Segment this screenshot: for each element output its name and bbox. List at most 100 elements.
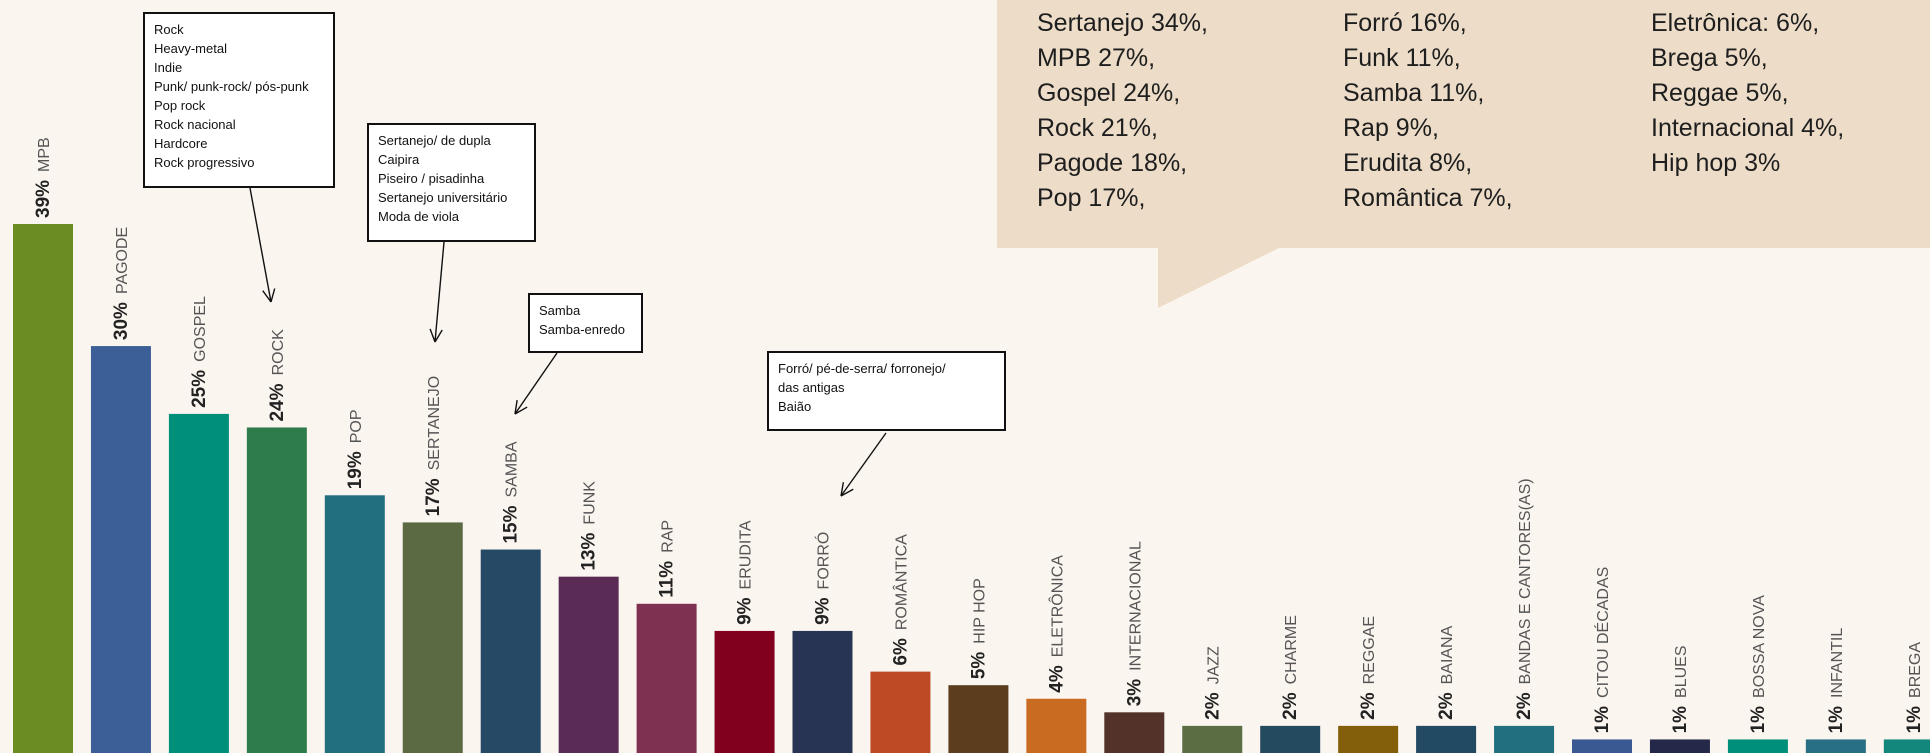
value-label: 15% — [501, 505, 522, 543]
callout-forro: Forró/ pé-de-serra/ forronejo/ das antig… — [767, 351, 1006, 431]
speech-line: Reggae 5%, — [1651, 79, 1789, 107]
value-label: 11% — [657, 561, 678, 598]
callout-line: Rock nacional — [154, 117, 236, 132]
callout-line: Samba — [539, 303, 581, 318]
bar-sertanejo — [402, 522, 463, 753]
category-label: ROCK — [270, 329, 287, 376]
bar-label: 2% JAZZ — [1202, 646, 1223, 720]
speech-line: Hip hop 3% — [1651, 149, 1781, 177]
callout-line: Indie — [154, 60, 183, 75]
category-label: JAZZ — [1205, 646, 1222, 684]
bar-label: 39% MPB — [33, 137, 54, 218]
bar-label: 24% ROCK — [267, 329, 288, 422]
callout-line: das antigas — [778, 380, 845, 395]
value-label: 9% — [813, 597, 834, 625]
value-label: 13% — [579, 533, 600, 571]
arrow-forro — [840, 432, 887, 497]
value-label: 1% — [1904, 706, 1925, 734]
speech-line: Funk 11%, — [1343, 44, 1461, 72]
bar-rock — [246, 427, 307, 753]
bar-citou-d-cadas — [1572, 739, 1632, 753]
bar-gospel — [168, 413, 229, 753]
bar-charme — [1260, 725, 1321, 753]
category-label: RAP — [660, 520, 677, 553]
bar-label: 19% POP — [345, 409, 366, 489]
category-label: POP — [348, 409, 365, 443]
value-label: 2% — [1280, 692, 1301, 720]
bar-label: 30% PAGODE — [111, 227, 132, 340]
bar-label: 9% ERUDITA — [735, 520, 756, 625]
bar-label: 5% HIP HOP — [968, 578, 989, 679]
category-label: PAGODE — [114, 227, 131, 294]
callout-line: Baião — [778, 399, 812, 414]
value-label: 5% — [968, 652, 989, 680]
value-label: 19% — [345, 451, 366, 489]
bar-funk — [558, 576, 619, 753]
category-label: ELETRÔNICA — [1047, 555, 1066, 658]
value-label: 39% — [33, 180, 54, 218]
callout-sertanejo: Sertanejo/ de dupla Caipira Piseiro / pi… — [367, 123, 536, 242]
category-label: INFANTIL — [1829, 628, 1846, 698]
speech-line: Brega 5%, — [1651, 44, 1768, 72]
arrow-sertanejo — [429, 241, 445, 343]
value-label: 2% — [1358, 692, 1379, 720]
speech-line: Rap 9%, — [1343, 114, 1439, 142]
category-label: ERUDITA — [738, 520, 755, 589]
value-label: 6% — [890, 638, 911, 666]
bar-label: 1% INFANTIL — [1826, 628, 1847, 734]
callout-line: Rock progressivo — [154, 155, 255, 170]
callout-line: Hardcore — [154, 136, 208, 151]
speech-line: Sertanejo 34%, — [1037, 9, 1208, 37]
bar-label: 2% BAIANA — [1436, 625, 1457, 719]
callout-line: Forró/ pé-de-serra/ forronejo/ — [778, 361, 946, 376]
speech-line: Rock 21%, — [1037, 114, 1158, 142]
value-label: 25% — [189, 370, 210, 408]
bar-forr — [792, 630, 853, 753]
category-label: CITOU DÉCADAS — [1593, 567, 1612, 698]
bar-label: 1% BOSSA NOVA — [1748, 595, 1769, 734]
speech-line: Eletrônica: 6%, — [1651, 9, 1820, 37]
speech-line: Samba 11%, — [1343, 79, 1485, 107]
callout-line: Punk/ punk-rock/ pós-punk — [154, 79, 309, 94]
bar-mpb — [13, 224, 73, 753]
speech-bubble: Sertanejo 34%, MPB 27%, Gospel 24%, Rock… — [997, 0, 1930, 248]
bar-label: 13% FUNK — [579, 481, 600, 571]
bar-label: 17% SERTANEJO — [423, 376, 444, 517]
speech-line: Gospel 24%, — [1037, 79, 1181, 107]
bar-label: 25% GOSPEL — [189, 296, 210, 408]
value-label: 2% — [1436, 692, 1457, 720]
callout-line: Piseiro / pisadinha — [378, 171, 485, 186]
speech-line: Internacional 4%, — [1651, 114, 1845, 142]
callout-line: Sertanejo/ de dupla — [378, 133, 491, 148]
value-label: 17% — [423, 478, 444, 516]
value-label: 2% — [1202, 692, 1223, 720]
bar-hip-hop — [948, 685, 1009, 753]
bar-label: 1% CITOU DÉCADAS — [1592, 567, 1613, 734]
speech-bubble-tail — [1158, 246, 1283, 308]
arrow-rock — [249, 187, 276, 303]
value-label: 30% — [111, 302, 132, 340]
category-label: SAMBA — [504, 441, 521, 497]
bar-bandas-e-cantores-as — [1494, 725, 1555, 753]
category-label: BANDAS E CANTORES(AS) — [1517, 478, 1534, 684]
speech-line: Pagode 18%, — [1037, 149, 1188, 177]
value-label: 1% — [1670, 706, 1691, 734]
category-label: FUNK — [582, 481, 599, 525]
bar-label: 4% ELETRÔNICA — [1046, 555, 1067, 693]
value-label: 4% — [1046, 665, 1067, 693]
bar-label: 2% CHARME — [1280, 615, 1301, 720]
category-label: CHARME — [1283, 615, 1300, 684]
bar-internacional — [1104, 712, 1165, 753]
category-label: REGGAE — [1361, 616, 1378, 684]
category-label: BAIANA — [1439, 625, 1456, 684]
category-label: GOSPEL — [192, 296, 209, 362]
bar-label: 11% RAP — [657, 520, 678, 598]
bar-jazz — [1182, 725, 1243, 753]
bar-label: 2% REGGAE — [1358, 616, 1379, 720]
arrow-samba — [514, 352, 558, 415]
callout-rock: Rock Heavy-metal Indie Punk/ punk-rock/ … — [143, 12, 335, 188]
bar-label: 3% INTERNACIONAL — [1124, 541, 1145, 706]
category-label: BOSSA NOVA — [1751, 595, 1768, 698]
bar-label: 6% ROMÂNTICA — [890, 534, 911, 666]
callout-line: Samba-enredo — [539, 322, 625, 337]
